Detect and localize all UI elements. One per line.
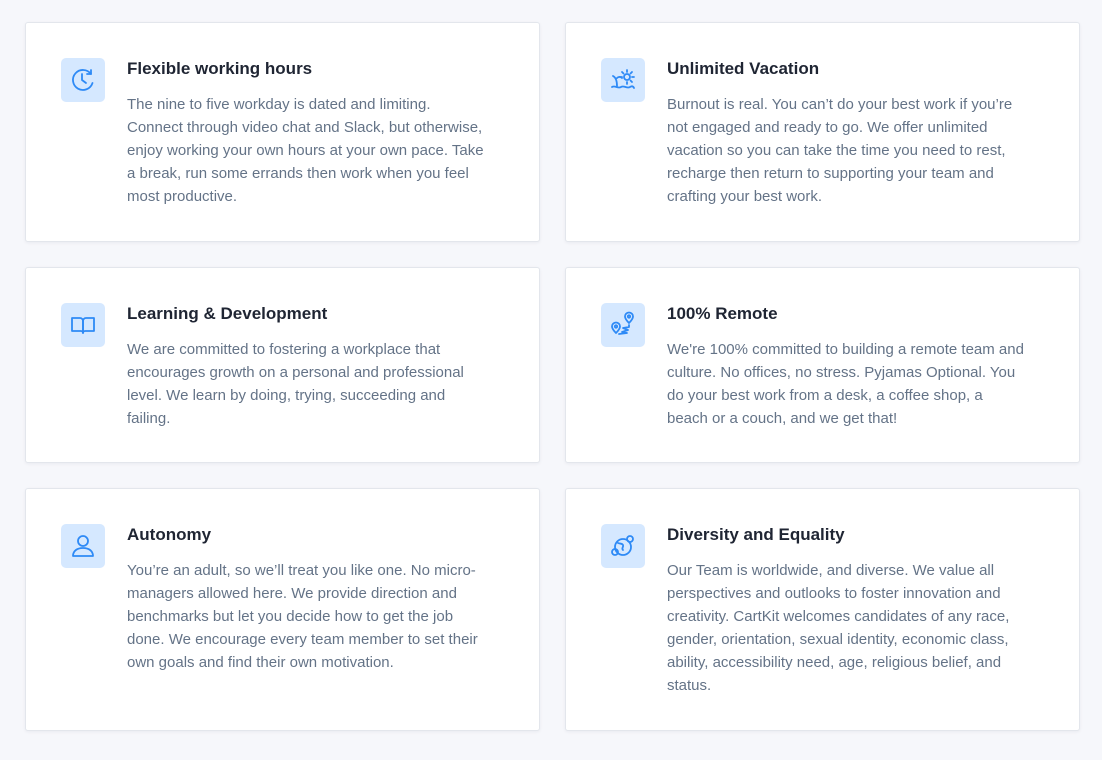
card-description: Our Team is worldwide, and diverse. We v… bbox=[667, 562, 1010, 694]
card-description: The nine to five workday is dated and li… bbox=[127, 96, 484, 205]
perk-card-remote: 100% Remote We're 100% committed to buil… bbox=[565, 267, 1080, 463]
perk-card-unlimited-vacation: Unlimited Vacation Burnout is real. You … bbox=[565, 22, 1080, 242]
perk-card-autonomy: Autonomy You’re an adult, so we’ll treat… bbox=[25, 488, 540, 731]
card-description: Burnout is real. You can’t do your best … bbox=[667, 96, 1013, 205]
perk-card-diversity: Diversity and Equality Our Team is world… bbox=[565, 488, 1080, 731]
card-title: Diversity and Equality bbox=[667, 525, 845, 544]
card-description: You’re an adult, so we’ll treat you like… bbox=[127, 562, 478, 671]
card-description: We are committed to fostering a workplac… bbox=[127, 341, 464, 427]
card-description: We're 100% committed to building a remot… bbox=[667, 341, 1024, 427]
globe-people-icon bbox=[601, 524, 645, 568]
beach-icon bbox=[601, 58, 645, 102]
card-title: Unlimited Vacation bbox=[667, 59, 820, 78]
card-title: Autonomy bbox=[127, 525, 212, 544]
map-pins-icon bbox=[601, 303, 645, 347]
card-title: 100% Remote bbox=[667, 304, 778, 323]
book-icon bbox=[61, 303, 105, 347]
user-icon bbox=[61, 524, 105, 568]
card-title: Flexible working hours bbox=[127, 59, 313, 78]
card-title: Learning & Development bbox=[127, 304, 328, 323]
perk-card-flexible-hours: Flexible working hours The nine to five … bbox=[25, 22, 540, 242]
perk-card-learning: Learning & Development We are committed … bbox=[25, 267, 540, 463]
clock-icon bbox=[61, 58, 105, 102]
